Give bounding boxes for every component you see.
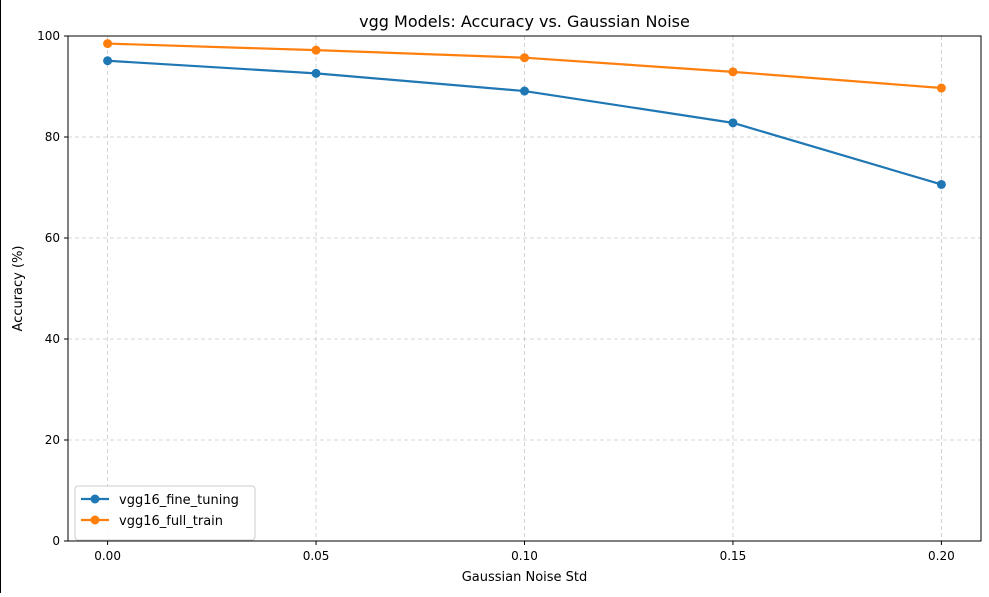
legend-item: vgg16_fine_tuning xyxy=(81,493,239,508)
x-tick-label: 0.20 xyxy=(928,549,955,563)
data-point xyxy=(103,56,113,66)
series-vgg16_fine_tuning xyxy=(103,56,946,189)
legend-label: vgg16_fine_tuning xyxy=(119,493,239,508)
y-axis-label: Accuracy (%) xyxy=(11,246,26,332)
x-tick-label: 0.10 xyxy=(511,549,538,563)
ticks: 0.00 0.05 0.10 0.15 0.20 0 20 40 60 80 100 xyxy=(37,29,955,563)
x-tick-label: 0.05 xyxy=(303,549,330,563)
data-point xyxy=(103,39,113,49)
legend-label: vgg16_full_train xyxy=(119,514,223,529)
data-point xyxy=(311,68,321,78)
y-tick-label: 40 xyxy=(45,332,60,346)
legend-marker xyxy=(90,515,100,525)
data-point xyxy=(728,118,738,128)
y-tick-label: 100 xyxy=(37,29,60,43)
legend: vgg16_fine_tuning vgg16_full_train xyxy=(74,485,256,541)
x-tick-label: 0.15 xyxy=(720,549,747,563)
grid xyxy=(68,36,981,541)
legend-entries: vgg16_fine_tuning vgg16_full_train xyxy=(81,493,239,529)
data-point xyxy=(311,45,321,55)
chart-title: vgg Models: Accuracy vs. Gaussian Noise xyxy=(359,12,690,31)
x-axis-label: Gaussian Noise Std xyxy=(462,570,588,585)
legend-box xyxy=(74,485,256,541)
y-tick-label: 0 xyxy=(52,534,60,548)
data-point xyxy=(936,83,946,93)
data-point xyxy=(728,67,738,77)
y-tick-label: 60 xyxy=(45,231,60,245)
data-point xyxy=(520,53,529,63)
series-layer xyxy=(103,39,946,189)
series-vgg16_full_train xyxy=(103,39,946,93)
y-tick-label: 20 xyxy=(45,433,60,447)
y-tick-label: 80 xyxy=(45,130,60,144)
legend-item: vgg16_full_train xyxy=(81,514,223,529)
data-point xyxy=(936,179,946,189)
legend-marker xyxy=(90,494,100,504)
x-tick-label: 0.00 xyxy=(94,549,121,563)
data-point xyxy=(520,86,529,96)
